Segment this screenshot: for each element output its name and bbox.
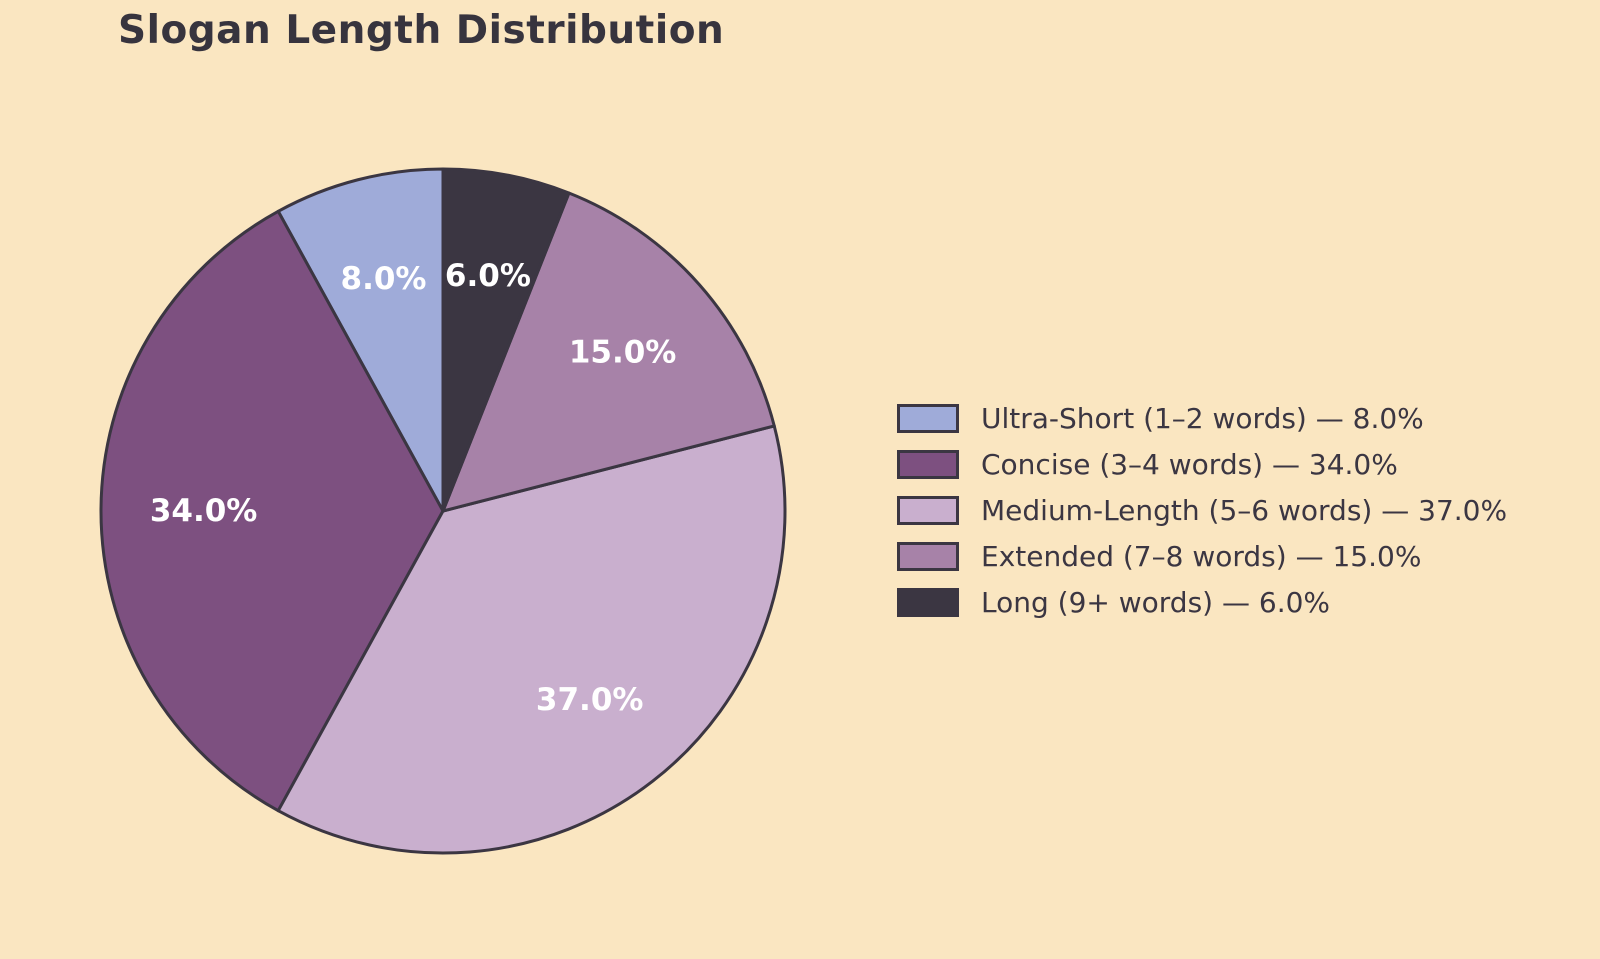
legend-label: Ultra-Short (1–2 words) — 8.0%: [981, 402, 1424, 435]
legend-item: Long (9+ words) — 6.0%: [897, 588, 1507, 617]
legend-swatch: [897, 404, 959, 433]
pie-slice: [276, 424, 787, 855]
legend-label: Concise (3–4 words) — 34.0%: [981, 448, 1398, 481]
pie-slice-percentage-label: 15.0%: [569, 335, 677, 371]
pie-slice-percentage-label: 6.0%: [445, 258, 531, 294]
pie-slice: [276, 167, 445, 513]
legend-swatch: [897, 450, 959, 479]
pie-slice: [441, 167, 571, 513]
legend-item: Medium-Length (5–6 words) — 37.0%: [897, 496, 1507, 525]
legend-swatch: [897, 588, 959, 617]
legend-item: Extended (7–8 words) — 15.0%: [897, 542, 1507, 571]
legend-item: Concise (3–4 words) — 34.0%: [897, 450, 1507, 479]
legend-label: Extended (7–8 words) — 15.0%: [981, 540, 1422, 573]
legend: Ultra-Short (1–2 words) — 8.0% Concise (3…: [897, 404, 1507, 617]
pie-slice: [441, 191, 776, 513]
pie-slice-percentage-label: 8.0%: [341, 261, 427, 297]
pie-slice-percentage-label: 34.0%: [150, 493, 258, 529]
pie-slice-percentage-label: 37.0%: [536, 682, 644, 718]
chart-title: Slogan Length Distribution: [118, 8, 725, 53]
legend-item: Ultra-Short (1–2 words) — 8.0%: [897, 404, 1507, 433]
legend-label: Long (9+ words) — 6.0%: [981, 586, 1331, 619]
legend-label: Medium-Length (5–6 words) — 37.0%: [981, 494, 1508, 527]
pie-slice: [99, 209, 445, 813]
legend-swatch: [897, 542, 959, 571]
legend-swatch: [897, 496, 959, 525]
